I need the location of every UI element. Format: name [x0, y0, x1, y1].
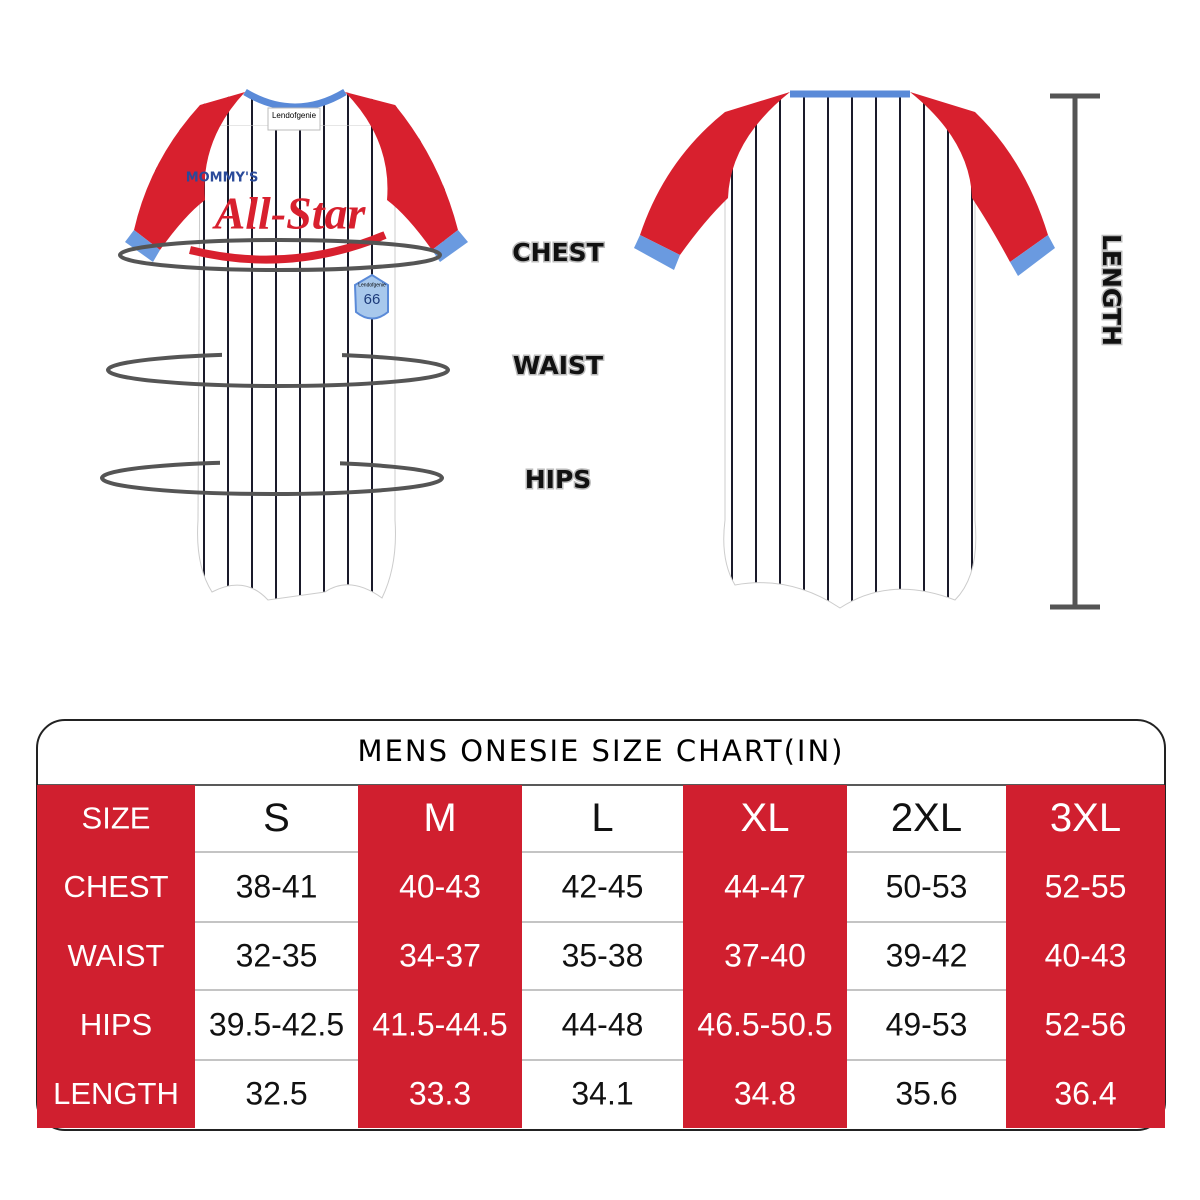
logo: All-Star	[212, 188, 367, 239]
cell-bg	[683, 852, 847, 922]
row-label: WAIST	[67, 938, 164, 973]
cell-bg	[1006, 990, 1165, 1060]
cell-bg	[683, 922, 847, 990]
cell-value: 34-37	[399, 937, 481, 973]
cell-bg	[37, 785, 195, 852]
cell-bg	[358, 1060, 522, 1128]
size-header: XL	[741, 796, 790, 840]
brand-tag: Lendofgenie	[272, 111, 317, 120]
cell-value: 39-42	[886, 937, 968, 973]
cell-value: 35.6	[895, 1075, 957, 1111]
size-header: M	[423, 796, 456, 840]
cell-value: 39.5-42.5	[209, 1006, 344, 1042]
cell-value: 34.1	[571, 1075, 633, 1111]
size-header: S	[263, 796, 290, 840]
cell-value: 42-45	[562, 868, 644, 904]
cell-value: 50-53	[886, 868, 968, 904]
cell-bg	[1006, 922, 1165, 990]
cell-bg	[358, 990, 522, 1060]
cell-value: 52-56	[1045, 1006, 1127, 1042]
cell-bg	[683, 1060, 847, 1128]
row-label: CHEST	[63, 869, 168, 904]
cell-value: 32-35	[236, 937, 318, 973]
row-label: SIZE	[82, 801, 151, 836]
cell-value: 46.5-50.5	[697, 1006, 832, 1042]
size-header: L	[591, 796, 613, 840]
cell-bg	[1006, 852, 1165, 922]
size-header: 2XL	[891, 796, 962, 840]
row-label: HIPS	[80, 1007, 152, 1042]
length-indicator	[1050, 93, 1100, 610]
size-table: MENS ONESIE SIZE CHART(IN) SIZE S M L XL 2XL 3…	[36, 719, 1166, 1131]
cell-value: 35-38	[562, 937, 644, 973]
cell-value: 38-41	[236, 868, 318, 904]
patch-number: 66	[364, 291, 381, 308]
cell-bg	[358, 922, 522, 990]
size-header: 3XL	[1050, 796, 1121, 840]
cell-bg	[683, 785, 847, 852]
cell-bg	[683, 990, 847, 1060]
cell-value: 44-48	[562, 1006, 644, 1042]
cell-value: 36.4	[1054, 1075, 1116, 1111]
cell-value: 41.5-44.5	[372, 1006, 507, 1042]
cell-value: 40-43	[1045, 937, 1127, 973]
patch-brand: Lendofgenie	[358, 282, 386, 288]
length-label: LENGTH	[1097, 234, 1126, 346]
cell-bg	[1006, 1060, 1165, 1128]
cell-bg	[358, 785, 522, 852]
cell-value: 34.8	[734, 1075, 796, 1111]
cell-bg	[37, 922, 195, 990]
cell-value: 44-47	[724, 868, 806, 904]
back-garment	[634, 90, 1055, 609]
front-garment: Lendofgenie MOMMY'S All-Star Lendofgenie…	[100, 88, 468, 601]
cell-value: 52-55	[1045, 868, 1127, 904]
cell-bg	[37, 990, 195, 1060]
cell-bg	[37, 852, 195, 922]
cell-value: 33.3	[409, 1075, 471, 1111]
chest-label: CHEST	[512, 238, 603, 267]
cell-value: 40-43	[399, 868, 481, 904]
waist-label: WAIST	[513, 351, 603, 380]
front-text: MOMMY'S	[186, 171, 259, 186]
hips-label: HIPS	[525, 465, 592, 494]
cell-value: 49-53	[886, 1006, 968, 1042]
row-label: LENGTH	[53, 1076, 179, 1111]
cell-bg	[37, 1060, 195, 1128]
cell-value: 32.5	[245, 1075, 307, 1111]
table-title: MENS ONESIE SIZE CHART(IN)	[358, 734, 845, 768]
cell-bg	[1006, 785, 1165, 852]
cell-bg	[358, 852, 522, 922]
cell-value: 37-40	[724, 937, 806, 973]
